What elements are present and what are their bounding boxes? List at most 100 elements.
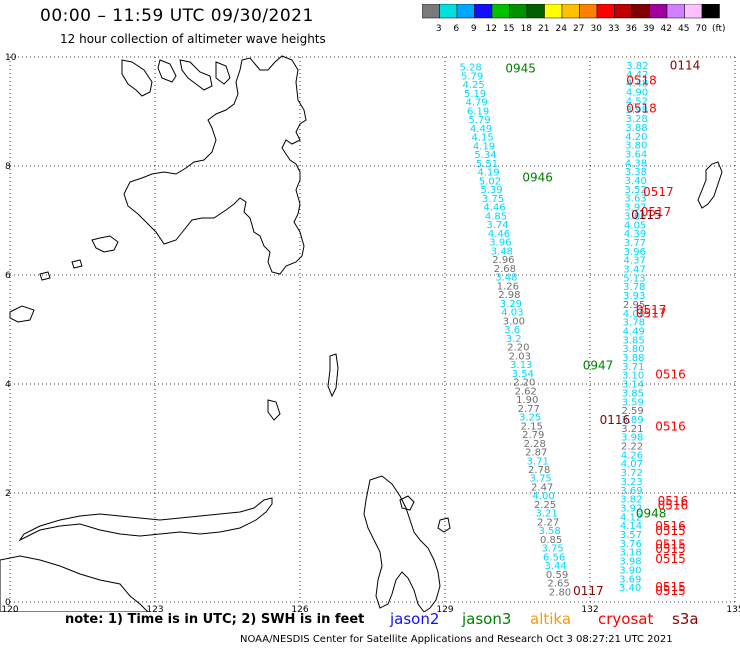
s3a-time-label: 0114: [670, 59, 701, 73]
swh-value: 1.90: [516, 395, 538, 406]
swh-value: 3.82: [620, 495, 642, 506]
swh-value: 3.52: [625, 185, 647, 196]
swh-value: 2.78: [528, 465, 550, 476]
swh-value: 3.13: [510, 360, 532, 371]
swh-value: 3.86: [624, 211, 646, 222]
halmahera-islet-a: [399, 495, 415, 511]
swh-value: 3.72: [621, 468, 643, 479]
swh-value: 3.75: [530, 474, 552, 485]
sulu-islet-1: [71, 259, 83, 269]
y-tick-label: 0: [5, 598, 11, 608]
swh-value: 2.98: [498, 290, 520, 301]
swh-value: 3.38: [625, 167, 647, 178]
cryosat-time-label: 0518: [626, 102, 657, 116]
swh-value: 3.98: [626, 105, 648, 116]
swh-value: 3.47: [623, 265, 645, 276]
mindanao-coast: [123, 55, 307, 275]
swh-value: 4.25: [462, 80, 484, 91]
jason3-time-label: 0945: [505, 61, 536, 75]
sulawesi-north-arm: [18, 497, 273, 542]
cryosat-time-label: 0515: [655, 542, 686, 556]
swh-value: 5.51: [476, 159, 498, 170]
swh-value: 3.75: [482, 194, 504, 205]
swh-value: 4.85: [485, 211, 507, 222]
swh-value: 2.77: [518, 404, 540, 415]
colorbar-label: 36: [626, 24, 638, 34]
halmahera-islet-b: [437, 517, 451, 533]
jason3-time-label: 0946: [522, 170, 553, 184]
swh-value: 2.79: [522, 430, 544, 441]
swh-value: 3.88: [622, 353, 644, 364]
swh-value: 5.02: [479, 176, 501, 187]
swh-value: 5.13: [623, 273, 645, 284]
page-subtitle: 12 hour collection of altimeter wave hei…: [60, 32, 326, 46]
swh-value: 4.14: [620, 521, 642, 532]
swh-value: 4.38: [625, 158, 647, 169]
basilan-coast: [91, 235, 119, 253]
small-island-a: [179, 59, 213, 91]
swh-value: 4.48: [626, 79, 648, 90]
x-tick-label: 129: [436, 605, 453, 612]
swh-value: 4.07: [621, 459, 643, 470]
swh-value: 1.26: [497, 281, 519, 292]
colorbar-label: 18: [521, 24, 533, 34]
swh-value: 3.69: [619, 574, 641, 585]
swh-value: 3.58: [538, 526, 560, 537]
colorbar-label: 45: [678, 24, 689, 34]
swh-value: 0.85: [540, 535, 562, 546]
swh-value: 3.18: [619, 548, 641, 559]
swh-value: 4.05: [624, 220, 646, 231]
cryosat-time-label: 0515: [655, 552, 686, 566]
colorbar-label: (ft): [712, 24, 726, 34]
swh-value: 4.26: [621, 450, 643, 461]
swh-value: 5.28: [460, 63, 482, 74]
cryosat-time-label: 0516: [655, 368, 686, 382]
swh-value: 3.40: [625, 176, 647, 187]
swh-value: 3.57: [620, 530, 642, 541]
swh-value: 3.21: [536, 509, 558, 520]
swh-value: 4.03: [501, 308, 523, 319]
s3a-time-label: 0115: [631, 208, 662, 222]
y-tick-label: 2: [5, 489, 11, 499]
sulu-islet-2: [39, 271, 51, 281]
swh-value: 2.62: [515, 386, 537, 397]
swh-value: 2.22: [621, 442, 643, 453]
swh-value: 3.71: [622, 362, 644, 373]
coastline: [0, 55, 723, 612]
swh-value: 4.90: [626, 88, 648, 99]
jason3-time-label: 0948: [636, 507, 667, 521]
cryosat-time-label: 0517: [643, 185, 674, 199]
swh-value: 3.90: [619, 565, 641, 576]
swh-value: 4.19: [477, 168, 499, 179]
swh-value: 3.48: [495, 273, 517, 284]
swh-value: 4.42: [626, 70, 648, 81]
colorbar-legend: 3 6 9 12 15 18 21 24 27 30 33 36 39 42 45 70 (ft): [422, 4, 726, 34]
legend-altika: altika: [530, 610, 572, 628]
swh-value: 3.21: [621, 424, 643, 435]
swh-value: 3.89: [621, 415, 643, 426]
swh-value: 3.23: [620, 477, 642, 488]
swh-value: 2.15: [521, 421, 543, 432]
swh-value: 3.82: [626, 61, 648, 72]
y-tick-label: 8: [5, 162, 11, 172]
swh-value: 2.65: [547, 579, 569, 590]
colorbar-label: 42: [661, 24, 672, 34]
swh-value: 4.37: [624, 256, 646, 267]
swh-value: 5.34: [474, 150, 496, 161]
colorbar-label: 33: [608, 24, 619, 34]
colorbar-label: 27: [573, 24, 584, 34]
swh-value: 3.63: [624, 194, 646, 205]
swh-value: 2.80: [549, 587, 571, 598]
swh-value: 3.96: [624, 247, 646, 258]
swh-value: 4.00: [623, 309, 645, 320]
colorbar-label: 15: [503, 24, 514, 34]
cryosat-time-label: 0516: [658, 498, 689, 512]
cryosat-time-label: 0515: [655, 538, 686, 552]
talaud-island: [267, 399, 281, 421]
colorbar-label: 21: [538, 24, 549, 34]
x-tick-label: 132: [581, 605, 598, 612]
swh-value: 2.20: [513, 378, 535, 389]
legend-cryosat: cryosat: [598, 610, 654, 628]
swh-value: 2.20: [507, 343, 529, 354]
x-tick-label: 120: [1, 605, 18, 612]
